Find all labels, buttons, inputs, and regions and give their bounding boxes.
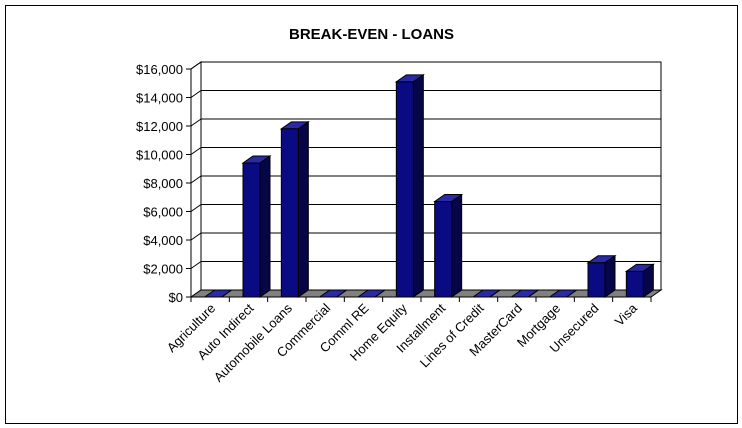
bar-side (489, 289, 501, 298)
bar-side (451, 193, 463, 298)
bar (625, 270, 644, 298)
gridline-side (190, 90, 202, 98)
x-tick-label: Visa (612, 300, 641, 329)
gridline-side (190, 61, 202, 70)
gridline-side (190, 204, 202, 212)
chart-frame: BREAK-EVEN - LOANS $0 $2,000 $4,000 $6,000 $… (5, 5, 738, 424)
y-tick-label: $4,000 (143, 233, 183, 248)
chart-title: BREAK-EVEN - LOANS (288, 26, 454, 43)
bar (395, 81, 414, 298)
bar-side (604, 254, 616, 298)
y-tick-label: $16,000 (136, 62, 183, 77)
bar-chart: $0 $2,000 $4,000 $6,000 $8,000 $10,000 $12,000… (136, 61, 663, 385)
gridline-side (190, 175, 202, 184)
bar-side (412, 73, 424, 298)
bar-side (528, 289, 539, 298)
bar-side (221, 289, 232, 298)
y-tick-label: $12,000 (136, 119, 183, 134)
y-tick-label: $0 (169, 290, 183, 305)
y-tick-label: $10,000 (136, 148, 183, 163)
bar (587, 262, 606, 298)
gridline-side (190, 118, 202, 127)
y-tick-label: $2,000 (143, 262, 183, 277)
gridline-side (190, 147, 202, 155)
y-tick-label: $8,000 (143, 176, 183, 191)
bar (242, 162, 261, 298)
bar-side (374, 289, 386, 298)
y-tick-label: $14,000 (136, 91, 183, 106)
bar-side (566, 289, 577, 298)
bar-side (297, 120, 309, 298)
bar-side (336, 289, 347, 298)
bar (434, 201, 453, 298)
bar (280, 128, 299, 298)
gridline-side (190, 261, 202, 269)
gridline-side (190, 232, 202, 241)
bar-side (259, 155, 271, 298)
y-tick-label: $6,000 (143, 205, 183, 220)
